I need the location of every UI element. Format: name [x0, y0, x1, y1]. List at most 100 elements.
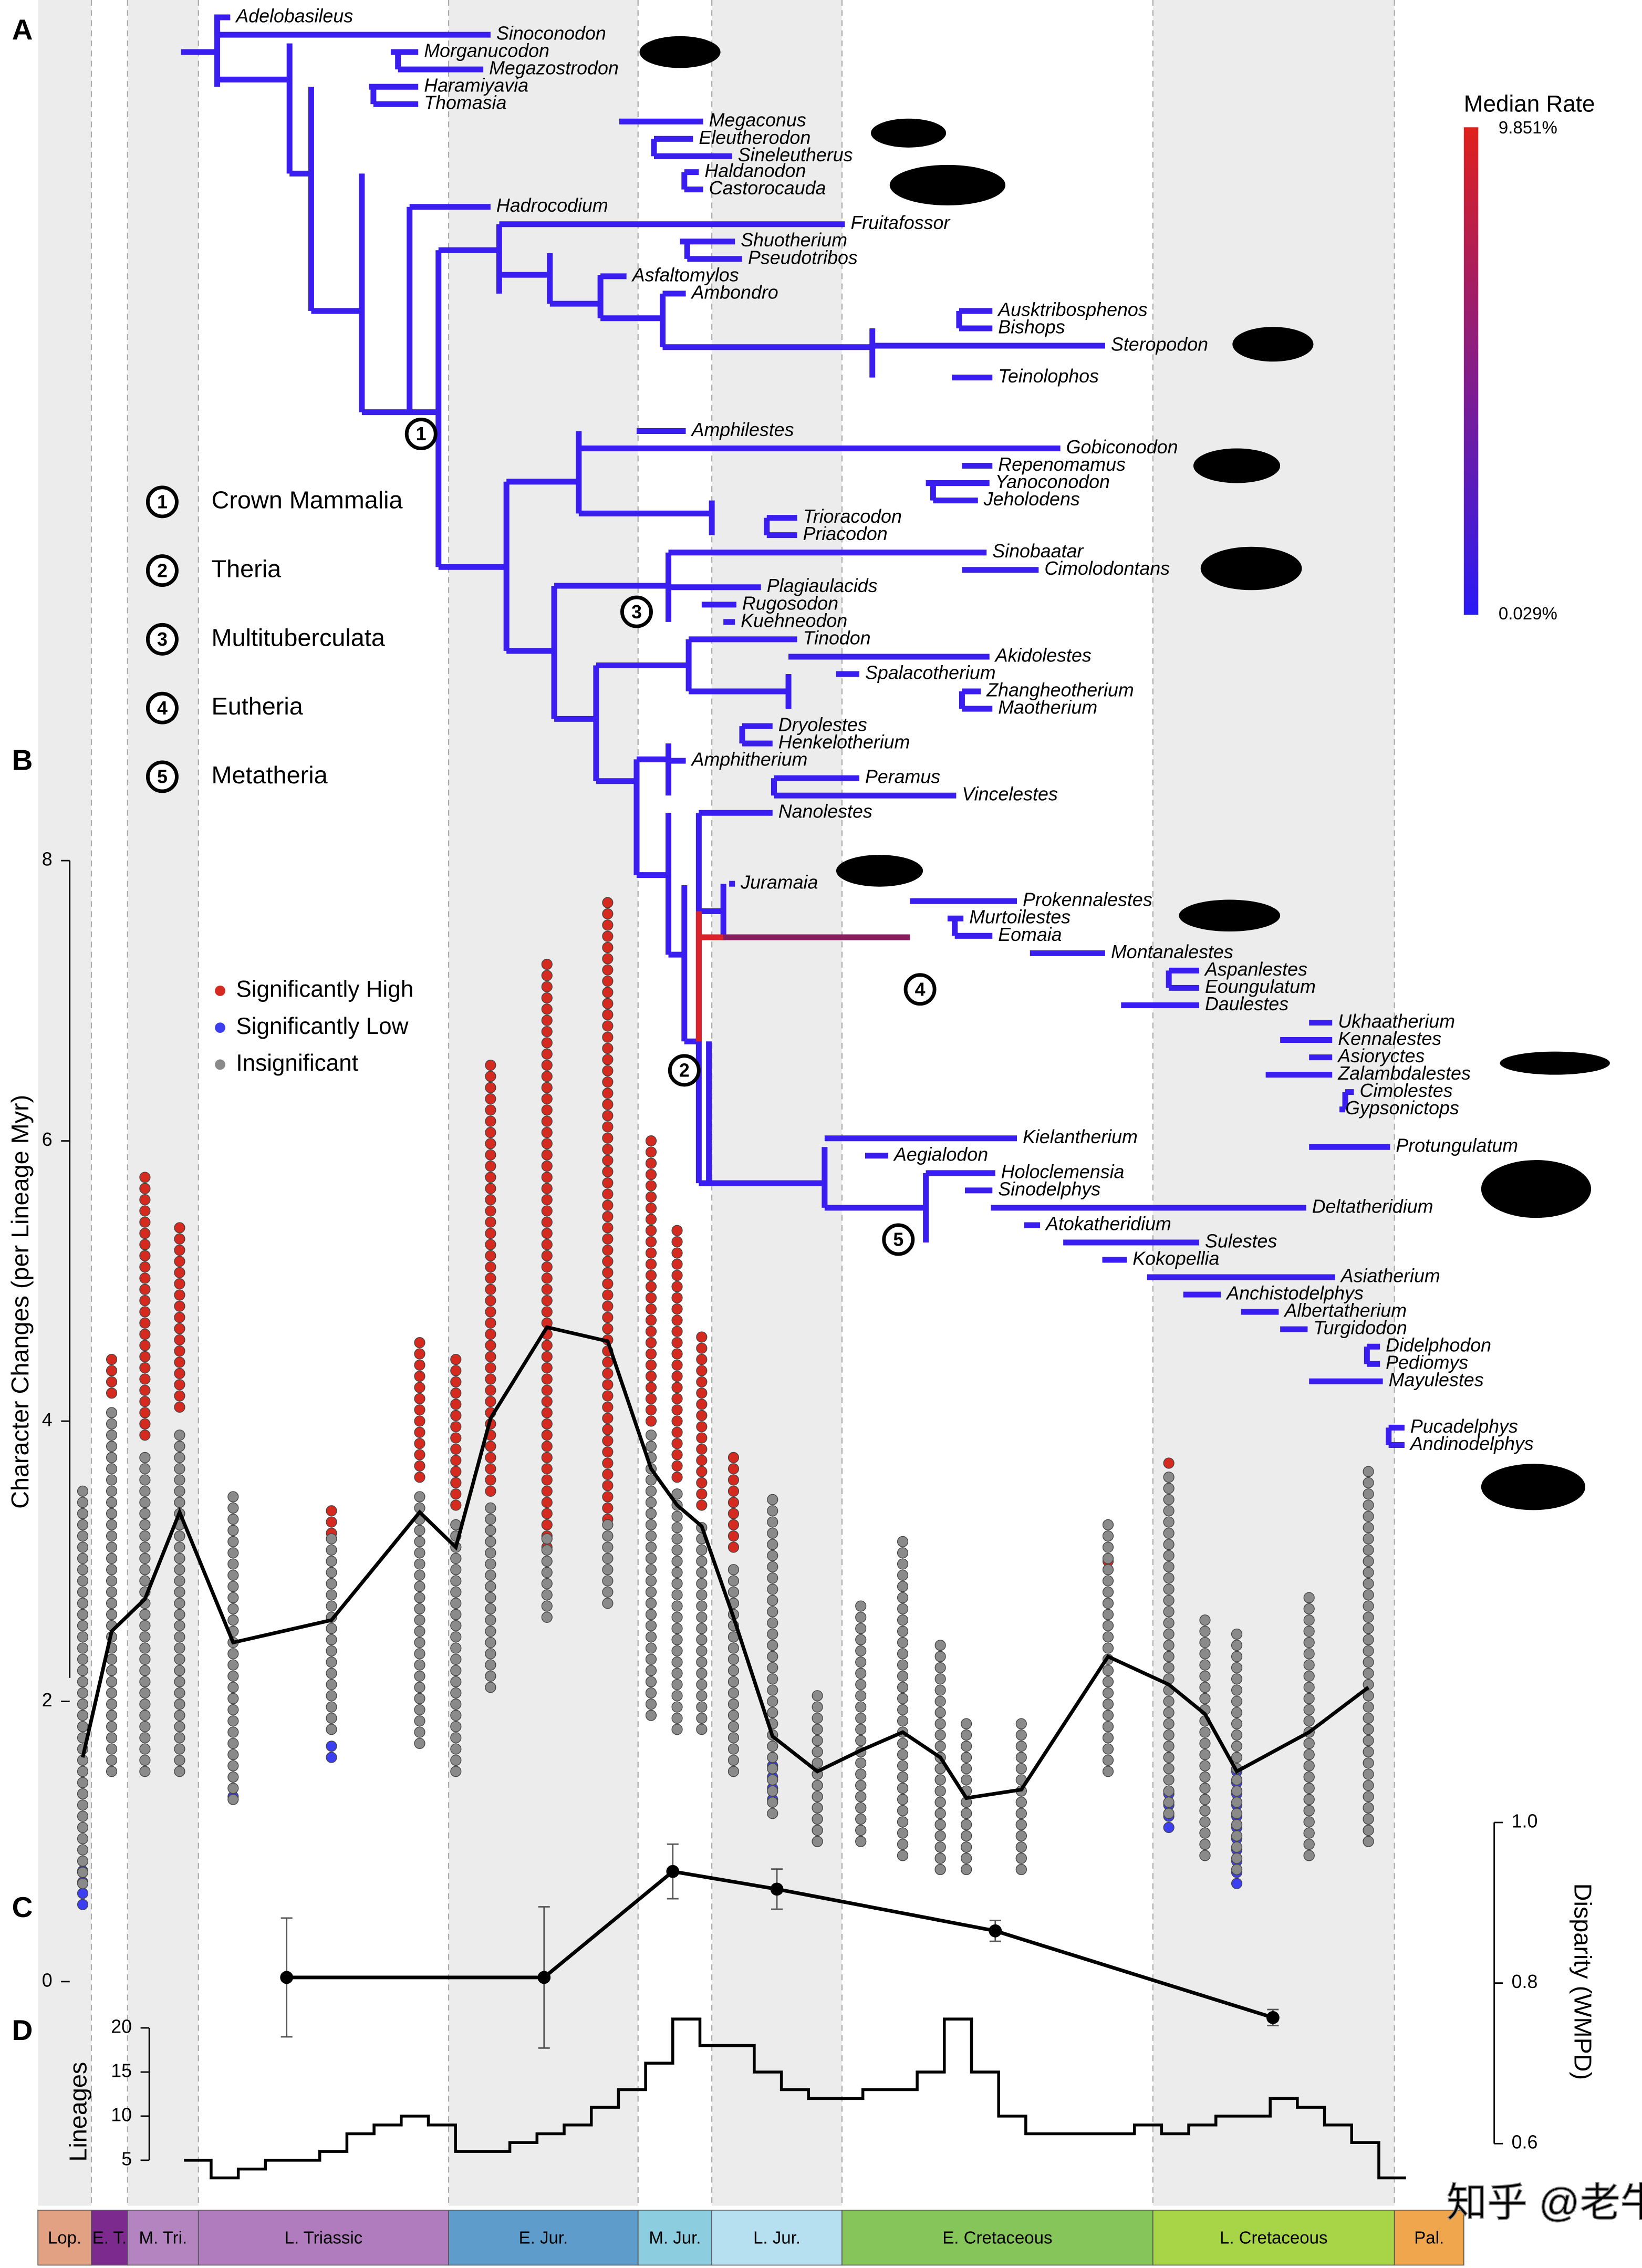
dot	[645, 1214, 657, 1225]
dot	[1102, 1721, 1114, 1733]
dot	[139, 1272, 151, 1284]
dot-column	[855, 1600, 867, 1847]
dot	[1102, 1598, 1114, 1609]
dot	[767, 1707, 778, 1718]
dot	[77, 1777, 89, 1788]
dot	[414, 1693, 425, 1704]
dot	[139, 1295, 151, 1307]
dot	[1303, 1682, 1315, 1693]
silhouette	[1193, 448, 1281, 483]
dot	[671, 1472, 683, 1483]
taxon-label: Aspanlestes	[1204, 959, 1307, 980]
dot	[485, 1261, 496, 1273]
dot	[602, 908, 614, 920]
dot	[139, 1575, 151, 1587]
dot	[1303, 1827, 1315, 1839]
taxon-label: Zalambdalestes	[1337, 1063, 1471, 1084]
dot	[696, 1567, 708, 1578]
dot	[934, 1707, 946, 1718]
dot	[1231, 1741, 1243, 1752]
dot	[227, 1704, 239, 1716]
taxon-label: Andinodelphys	[1409, 1433, 1534, 1454]
dot	[450, 1676, 462, 1687]
dot	[106, 1653, 118, 1665]
dot	[174, 1368, 185, 1379]
dot	[1303, 1816, 1315, 1828]
dot	[961, 1830, 972, 1842]
dot	[1102, 1766, 1114, 1777]
dot	[855, 1623, 867, 1634]
dot	[414, 1393, 425, 1404]
dot	[1363, 1522, 1374, 1534]
dot	[485, 1138, 496, 1149]
dot	[1163, 1494, 1175, 1505]
dot-column	[602, 897, 614, 1525]
dot	[645, 1441, 657, 1452]
dot	[1163, 1550, 1175, 1561]
dot	[326, 1752, 337, 1763]
dot	[897, 1805, 909, 1817]
taxon-label: Jeholodens	[983, 489, 1080, 510]
dot	[106, 1609, 118, 1620]
taxon-label: Cimolestes	[1360, 1080, 1453, 1101]
dot	[450, 1488, 462, 1500]
dot	[139, 1228, 151, 1239]
dot	[671, 1522, 683, 1534]
dot	[227, 1502, 239, 1514]
dot	[602, 1009, 614, 1021]
dot	[77, 1821, 89, 1834]
dot	[961, 1741, 972, 1752]
dot-column	[1231, 1628, 1243, 1876]
silhouette	[639, 36, 721, 68]
dot	[450, 1399, 462, 1410]
dot	[174, 1766, 185, 1777]
dot-column	[1015, 1718, 1027, 1876]
dot	[671, 1460, 683, 1472]
y-tick-label: 15	[111, 2060, 132, 2081]
dot	[174, 1401, 185, 1413]
dot	[485, 1384, 496, 1396]
dot	[728, 1541, 740, 1553]
dot	[485, 1082, 496, 1093]
dot	[1363, 1724, 1374, 1735]
dot	[855, 1634, 867, 1645]
dot	[696, 1499, 708, 1511]
dot	[139, 1519, 151, 1530]
dot	[602, 1020, 614, 1032]
dot	[106, 1586, 118, 1598]
dot-column	[485, 1502, 496, 1693]
dot	[728, 1676, 740, 1687]
taxon-label: Shuotherium	[741, 230, 847, 251]
dot	[897, 1558, 909, 1570]
dot	[671, 1623, 683, 1634]
dot-column	[897, 1536, 909, 1861]
dot	[485, 1592, 496, 1603]
dot-column	[1363, 1466, 1374, 1847]
clade-number: 3	[631, 602, 642, 623]
dot	[602, 1177, 614, 1189]
dot	[696, 1600, 708, 1612]
dot	[671, 1404, 683, 1416]
panel-label: B	[12, 743, 33, 776]
dot	[174, 1379, 185, 1391]
dot	[106, 1497, 118, 1508]
silhouette	[889, 164, 1006, 205]
dot	[602, 1552, 614, 1564]
dot	[414, 1592, 425, 1603]
dot	[1163, 1617, 1175, 1629]
dot	[897, 1737, 909, 1749]
dot	[541, 1508, 553, 1519]
dot	[414, 1625, 425, 1637]
dot	[1303, 1648, 1315, 1660]
silhouettes	[639, 36, 1610, 1510]
panel-label: A	[12, 13, 33, 46]
dot	[227, 1491, 239, 1503]
dot	[174, 1598, 185, 1609]
dot	[450, 1564, 462, 1576]
period-label: Pal.	[1414, 2228, 1444, 2248]
dot	[139, 1620, 151, 1632]
dot	[485, 1250, 496, 1261]
dot	[77, 1609, 89, 1620]
dot	[485, 1558, 496, 1570]
dot	[1231, 1863, 1243, 1876]
